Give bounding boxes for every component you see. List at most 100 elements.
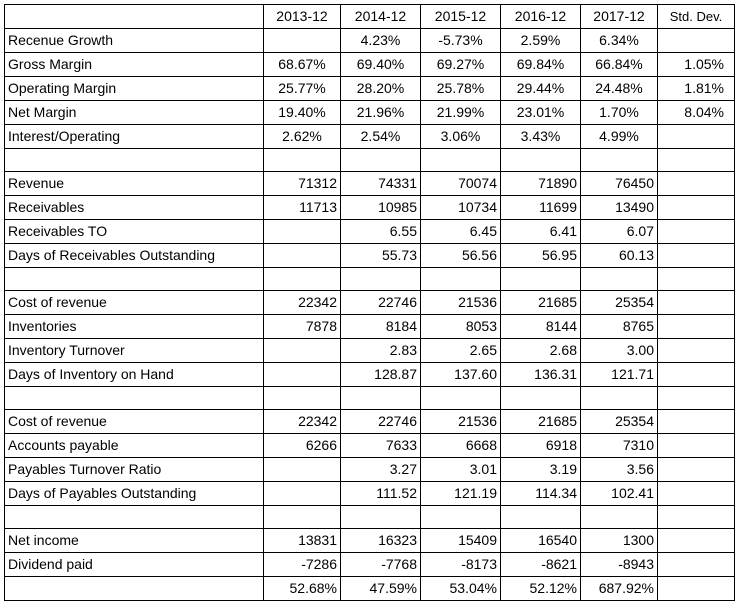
cell-2016: -8621 [500,552,581,577]
cell-2017: 1300 [580,528,658,553]
cell-2016 [500,386,581,410]
cell-2015: 3.06% [420,124,501,149]
cell-2014 [340,505,421,529]
cell-2014 [340,386,421,410]
table-row: Inventories 7878 8184 8053 8144 8765 [4,314,735,339]
cell-std-dev [657,290,735,315]
cell-2015: 121.19 [420,481,501,506]
cell-2014 [340,267,421,291]
cell-2016: 114.34 [500,481,581,506]
cell-2015: 70074 [420,171,501,196]
cell-2013 [263,457,341,482]
cell-2017: 1.70% [580,100,658,125]
header-cell-2016: 2016-12 [500,4,581,29]
cell-2014: 47.59% [340,576,421,601]
cell-2016: 52.12% [500,576,581,601]
table-row [4,148,735,172]
cell-label: Receivables [4,195,264,220]
cell-2013 [263,219,341,244]
cell-2014: 6.55 [340,219,421,244]
cell-std-dev [657,267,735,291]
cell-2013: 22342 [263,409,341,434]
table-row: Payables Turnover Ratio 3.27 3.01 3.19 3.56 [4,457,735,482]
cell-std-dev: 1.05% [657,52,735,77]
table-row: Gross Margin 68.67% 69.40% 69.27% 69.84% 66.8… [4,52,735,77]
cell-2013 [263,243,341,268]
cell-2015 [420,148,501,172]
cell-2015: 137.60 [420,362,501,387]
cell-std-dev [657,409,735,434]
cell-2013: 25.77% [263,76,341,101]
cell-2017: 60.13 [580,243,658,268]
cell-label: Accounts payable [4,433,264,458]
table-row: Days of Receivables Outstanding 55.73 56.5… [4,243,735,268]
cell-2016 [500,505,581,529]
cell-2015: 56.56 [420,243,501,268]
header-cell-2014: 2014-12 [340,4,421,29]
cell-2015: -8173 [420,552,501,577]
cell-std-dev [657,195,735,220]
cell-2015 [420,505,501,529]
cell-2013 [263,386,341,410]
table-row [4,386,735,410]
cell-2015: 3.01 [420,457,501,482]
cell-label [4,576,264,601]
cell-2016: 56.95 [500,243,581,268]
cell-2017: 121.71 [580,362,658,387]
table-row: 52.68% 47.59% 53.04% 52.12% 687.92% [4,576,735,601]
cell-std-dev [657,219,735,244]
cell-2014: 4.23% [340,28,421,53]
cell-2016: 29.44% [500,76,581,101]
cell-2016: 6918 [500,433,581,458]
cell-2014: 111.52 [340,481,421,506]
cell-2014: 128.87 [340,362,421,387]
cell-std-dev [657,362,735,387]
cell-label: Cost of revenue [4,290,264,315]
cell-label [4,148,264,172]
cell-2014: 69.40% [340,52,421,77]
cell-label: Days of Payables Outstanding [4,481,264,506]
cell-2017 [580,386,658,410]
cell-2016: 69.84% [500,52,581,77]
cell-2015: 69.27% [420,52,501,77]
cell-std-dev [657,314,735,339]
cell-2014: 2.83 [340,338,421,363]
cell-2017: 25354 [580,409,658,434]
table-row [4,267,735,291]
cell-2013: 71312 [263,171,341,196]
cell-2013 [263,28,341,53]
cell-2017: 66.84% [580,52,658,77]
cell-2013: 6266 [263,433,341,458]
cell-2016 [500,148,581,172]
cell-2016: 2.68 [500,338,581,363]
cell-2016: 11699 [500,195,581,220]
cell-2014: 8184 [340,314,421,339]
cell-2013: 2.62% [263,124,341,149]
cell-2013: 52.68% [263,576,341,601]
cell-label: Inventory Turnover [4,338,264,363]
cell-std-dev [657,576,735,601]
cell-std-dev [657,386,735,410]
cell-2014: 22746 [340,409,421,434]
table-row: Cost of revenue 22342 22746 21536 21685 25354 [4,290,735,315]
cell-2013: 22342 [263,290,341,315]
cell-2017: 3.56 [580,457,658,482]
cell-label [4,267,264,291]
table-row: Interest/Operating 2.62% 2.54% 3.06% 3.43% 4.… [4,124,735,149]
cell-2014: 7633 [340,433,421,458]
header-cell-std-dev: Std. Dev. [657,4,735,29]
table-row: Net Margin 19.40% 21.96% 21.99% 23.01% 1.70% 8… [4,100,735,125]
cell-std-dev [657,433,735,458]
cell-2015: 6668 [420,433,501,458]
cell-2015: 6.45 [420,219,501,244]
cell-std-dev [657,124,735,149]
cell-2017: 76450 [580,171,658,196]
cell-std-dev [657,28,735,53]
cell-label: Operating Margin [4,76,264,101]
cell-std-dev: 8.04% [657,100,735,125]
financial-ratios-table: 2013-12 2014-12 2015-12 2016-12 2017-12 … [4,4,735,601]
cell-2015: 15409 [420,528,501,553]
cell-label: Days of Receivables Outstanding [4,243,264,268]
cell-2013: -7286 [263,552,341,577]
cell-2016: 3.43% [500,124,581,149]
